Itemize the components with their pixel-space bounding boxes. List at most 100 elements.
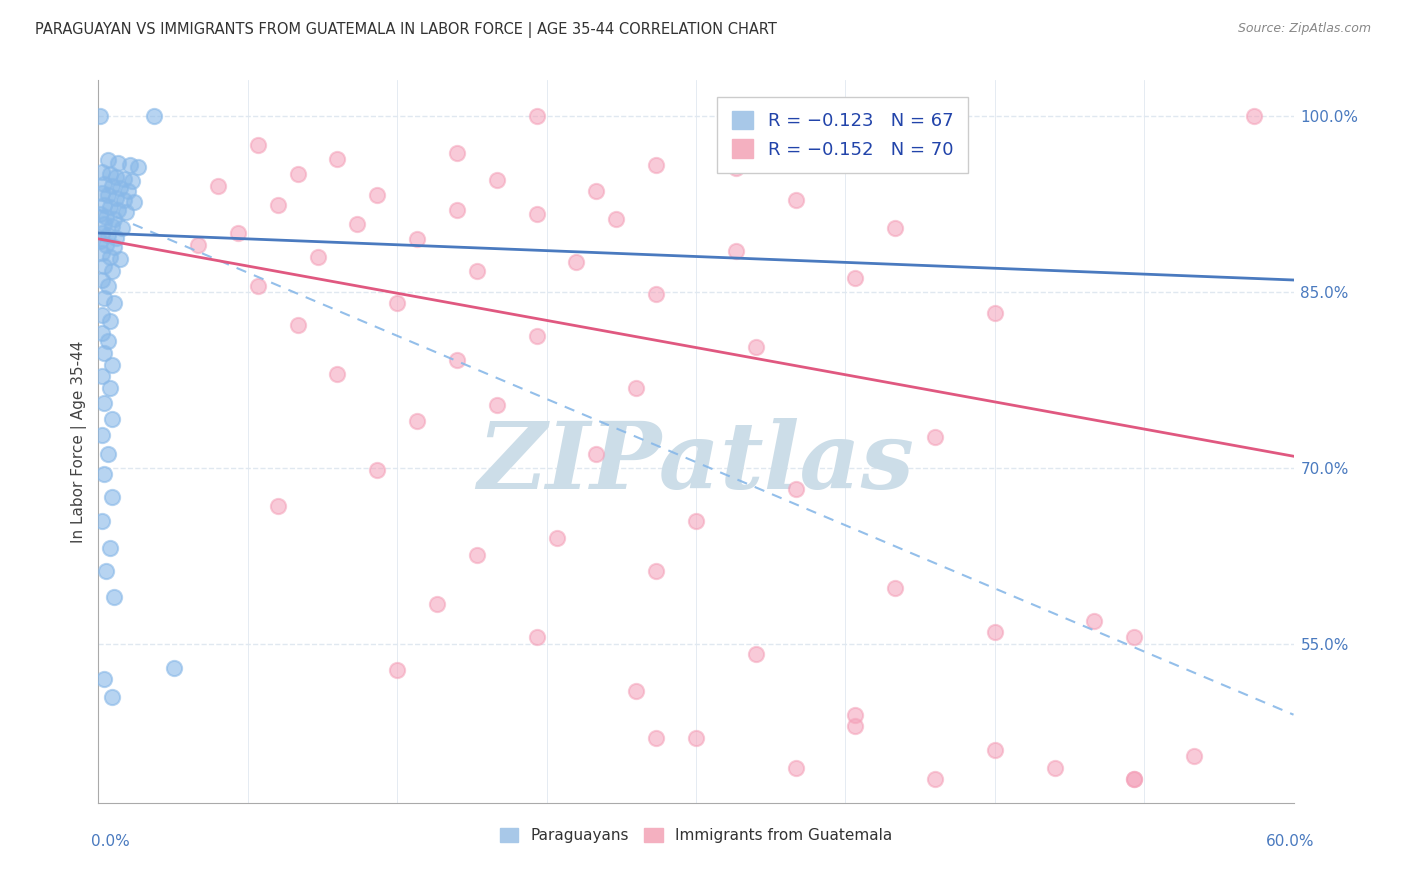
Point (105, 169, 128, 184)
Point (93, 291, 115, 305)
Point (546, 532, 568, 546)
Point (526, 329, 548, 343)
Point (984, 743, 1007, 757)
Point (93, 198, 115, 212)
Point (1043, 760, 1066, 774)
Point (307, 250, 329, 264)
Point (101, 690, 124, 704)
Point (91, 165, 114, 179)
Point (98, 250, 122, 264)
Text: 60.0%: 60.0% (1267, 834, 1315, 849)
Point (117, 184, 139, 198)
Point (685, 514, 707, 528)
Point (93, 346, 115, 360)
Text: ZIPatlas: ZIPatlas (478, 418, 914, 508)
Point (107, 202, 129, 217)
Point (1182, 748, 1205, 763)
Point (446, 202, 468, 217)
Point (346, 217, 368, 231)
Point (526, 630, 548, 644)
Point (1123, 630, 1146, 644)
Point (111, 221, 134, 235)
Point (97, 447, 120, 461)
Point (120, 158, 142, 172)
Point (406, 414, 429, 428)
Point (91, 514, 114, 528)
Point (526, 109, 548, 123)
Point (984, 306, 1007, 320)
Point (884, 581, 907, 595)
Text: Source: ZipAtlas.com: Source: ZipAtlas.com (1237, 22, 1371, 36)
Point (246, 278, 269, 293)
Point (97, 334, 120, 348)
Point (107, 155, 129, 169)
Point (89, 207, 111, 221)
Point (287, 318, 309, 332)
Point (785, 760, 807, 774)
Point (1123, 772, 1146, 787)
Point (645, 287, 668, 301)
Point (93, 673, 115, 687)
Point (97, 278, 120, 293)
Point (785, 482, 807, 496)
Point (91, 308, 114, 322)
Point (101, 263, 124, 277)
Point (187, 237, 209, 252)
Point (1243, 109, 1265, 123)
Point (406, 232, 429, 246)
Point (485, 398, 508, 412)
Text: PARAGUAYAN VS IMMIGRANTS FROM GUATEMALA IN LABOR FORCE | AGE 35-44 CORRELATION C: PARAGUAYAN VS IMMIGRANTS FROM GUATEMALA … (35, 22, 778, 38)
Point (626, 381, 648, 395)
Point (526, 207, 548, 221)
Point (163, 661, 186, 675)
Text: 0.0%: 0.0% (91, 834, 131, 849)
Point (645, 731, 668, 746)
Point (385, 296, 409, 310)
Point (246, 137, 269, 152)
Point (121, 174, 143, 188)
Point (426, 597, 449, 611)
Point (226, 226, 249, 240)
Point (785, 193, 807, 207)
Point (98, 541, 122, 555)
Point (884, 221, 907, 235)
Point (93, 396, 115, 410)
Point (93, 467, 115, 481)
Point (91, 186, 114, 200)
Point (101, 219, 124, 233)
Point (91, 369, 114, 384)
Point (924, 430, 946, 444)
Point (96, 565, 118, 579)
Point (101, 358, 124, 372)
Point (97, 153, 120, 168)
Point (585, 184, 607, 198)
Point (110, 252, 132, 266)
Point (287, 167, 309, 181)
Point (844, 707, 866, 722)
Point (112, 172, 135, 186)
Y-axis label: In Labor Force | Age 35-44: In Labor Force | Age 35-44 (72, 341, 87, 542)
Legend: Paraguayans, Immigrants from Guatemala: Paraguayans, Immigrants from Guatemala (494, 822, 898, 849)
Point (1083, 614, 1105, 628)
Point (110, 181, 132, 195)
Point (93, 177, 115, 191)
Point (446, 146, 468, 161)
Point (98, 167, 122, 181)
Point (844, 719, 866, 733)
Point (91, 428, 114, 442)
Point (98, 200, 122, 214)
Point (101, 491, 124, 505)
Point (385, 663, 409, 677)
Point (267, 198, 290, 212)
Point (485, 173, 508, 187)
Point (626, 684, 648, 698)
Point (91, 273, 114, 287)
Point (685, 731, 707, 746)
Point (267, 499, 290, 513)
Point (844, 270, 866, 285)
Point (465, 548, 488, 562)
Point (605, 211, 627, 226)
Point (924, 772, 946, 787)
Point (745, 340, 768, 354)
Point (105, 230, 128, 244)
